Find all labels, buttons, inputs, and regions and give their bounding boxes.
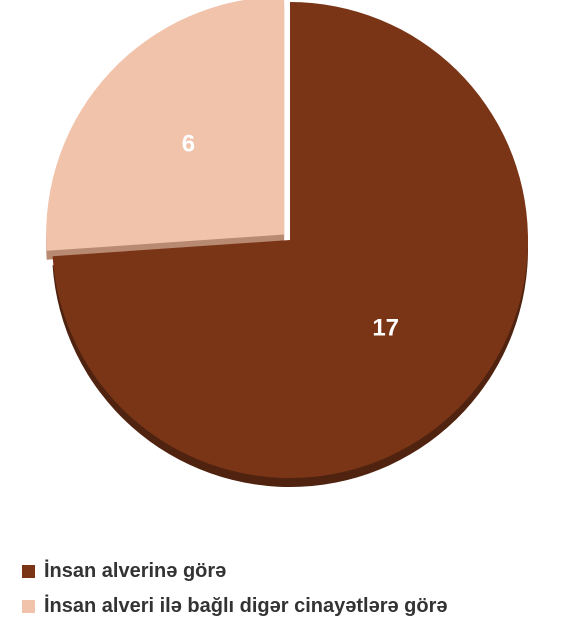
- legend-label-related-crimes: İnsan alveri ilə bağlı digər cinayətlərə…: [44, 595, 448, 617]
- chart-legend: İnsan alverinə görə İnsan alveri ilə bağ…: [22, 560, 448, 618]
- pie-data-label-1: 6: [182, 131, 195, 158]
- legend-swatch-human-trafficking: [22, 565, 35, 578]
- pie-data-label-0: 17: [372, 315, 399, 342]
- legend-item-related-crimes: İnsan alveri ilə bağlı digər cinayətlərə…: [22, 595, 448, 618]
- pie-slice-1: [46, 0, 285, 251]
- pie-slice-0: [52, 2, 529, 479]
- legend-swatch-related-crimes: [22, 600, 35, 613]
- legend-item-human-trafficking: İnsan alverinə görə: [22, 560, 448, 583]
- pie-chart-canvas: 17 6: [46, 0, 529, 487]
- legend-label-human-trafficking: İnsan alverinə görə: [44, 560, 227, 582]
